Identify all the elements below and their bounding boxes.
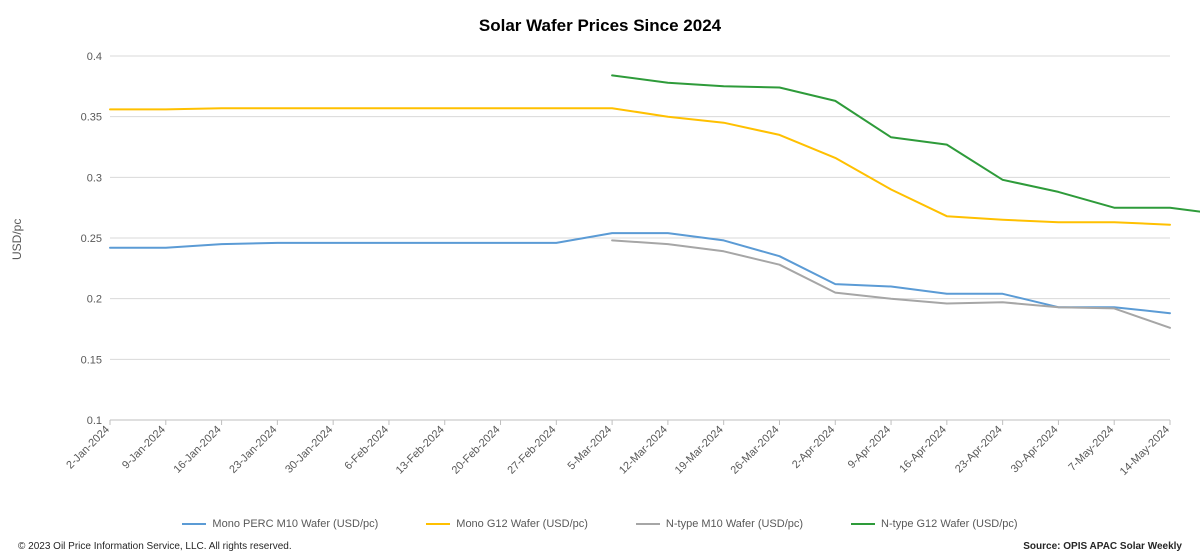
- legend-swatch: [426, 523, 450, 525]
- x-tick-label: 16-Apr-2024: [897, 424, 949, 476]
- legend-item: Mono G12 Wafer (USD/pc): [426, 518, 588, 530]
- x-tick-label: 2-Apr-2024: [790, 424, 837, 471]
- x-tick-label: 12-Mar-2024: [617, 424, 670, 477]
- x-tick-label: 5-Mar-2024: [566, 424, 615, 473]
- legend-item: N-type G12 Wafer (USD/pc): [851, 518, 1018, 530]
- legend-item: N-type M10 Wafer (USD/pc): [636, 518, 803, 530]
- x-tick-label: 26-Mar-2024: [729, 424, 782, 477]
- series-line: [612, 240, 1170, 327]
- chart-svg: 0.1 0.15 0.2 0.25 0.3 0.35 0.4 2-Jan-20249-Jan-…: [0, 0, 1200, 560]
- legend: Mono PERC M10 Wafer (USD/pc) Mono G12 Waf…: [0, 518, 1200, 530]
- x-tick-label: 9-Apr-2024: [846, 424, 893, 471]
- legend-item: Mono PERC M10 Wafer (USD/pc): [182, 518, 378, 530]
- x-tick-label: 14-May-2024: [1118, 424, 1172, 478]
- x-tick-label: 30-Jan-2024: [283, 424, 335, 476]
- svg-text:0.2: 0.2: [87, 294, 102, 306]
- legend-swatch: [636, 523, 660, 525]
- svg-text:0.15: 0.15: [81, 354, 102, 366]
- legend-label: N-type M10 Wafer (USD/pc): [666, 518, 803, 530]
- chart-container: Solar Wafer Prices Since 2024 USD/pc 0.1…: [0, 0, 1200, 560]
- footer: © 2023 Oil Price Information Service, LL…: [18, 541, 1182, 552]
- x-tick-label: 2-Jan-2024: [64, 424, 112, 472]
- x-tick-label: 16-Jan-2024: [172, 424, 224, 476]
- legend-label: N-type G12 Wafer (USD/pc): [881, 518, 1018, 530]
- series-line: [110, 108, 1170, 225]
- series-line: [110, 233, 1170, 313]
- x-tick-label: 7-May-2024: [1066, 424, 1116, 474]
- x-tick-label: 9-Jan-2024: [120, 424, 168, 472]
- source-text: Source: OPIS APAC Solar Weekly: [1023, 541, 1182, 552]
- svg-text:0.35: 0.35: [81, 112, 102, 124]
- x-tick-label: 13-Feb-2024: [394, 424, 447, 477]
- x-tick-label: 6-Feb-2024: [342, 424, 391, 473]
- legend-swatch: [182, 523, 206, 525]
- series-line: [612, 75, 1200, 215]
- legend-swatch: [851, 523, 875, 525]
- x-tick-label: 20-Feb-2024: [450, 424, 503, 477]
- copyright-text: © 2023 Oil Price Information Service, LL…: [18, 541, 292, 552]
- svg-text:0.4: 0.4: [87, 51, 102, 63]
- legend-label: Mono PERC M10 Wafer (USD/pc): [212, 518, 378, 530]
- svg-text:0.3: 0.3: [87, 172, 102, 184]
- legend-label: Mono G12 Wafer (USD/pc): [456, 518, 588, 530]
- x-tick-label: 23-Apr-2024: [953, 424, 1005, 476]
- svg-text:0.25: 0.25: [81, 233, 102, 245]
- x-tick-label: 27-Feb-2024: [505, 424, 558, 477]
- x-tick-label: 30-Apr-2024: [1009, 424, 1061, 476]
- svg-text:0.1: 0.1: [87, 415, 102, 427]
- x-tick-label: 19-Mar-2024: [673, 424, 726, 477]
- x-tick-label: 23-Jan-2024: [227, 424, 279, 476]
